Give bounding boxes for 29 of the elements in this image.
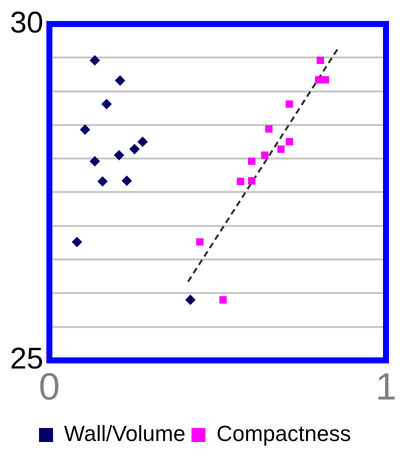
point bbox=[138, 136, 148, 147]
point bbox=[314, 76, 322, 84]
point bbox=[316, 56, 324, 64]
point bbox=[286, 100, 294, 108]
point bbox=[236, 178, 244, 186]
point bbox=[90, 55, 100, 66]
point bbox=[277, 145, 285, 153]
point bbox=[80, 124, 90, 135]
y-tick-label: 30 bbox=[10, 6, 44, 40]
point bbox=[114, 150, 124, 160]
point bbox=[196, 238, 204, 246]
point bbox=[115, 76, 126, 86]
point bbox=[102, 99, 112, 110]
point bbox=[261, 152, 268, 159]
legend-label: Wall/Volume bbox=[64, 421, 186, 446]
point bbox=[185, 294, 196, 305]
point bbox=[322, 76, 330, 84]
point bbox=[130, 144, 140, 154]
point bbox=[248, 158, 256, 165]
point bbox=[98, 176, 108, 186]
point bbox=[248, 177, 256, 184]
legend-label: Compactness bbox=[216, 421, 351, 446]
point bbox=[122, 176, 132, 186]
point bbox=[286, 138, 294, 146]
x-tick-label: 1 bbox=[375, 366, 397, 409]
point bbox=[90, 156, 100, 166]
point bbox=[72, 236, 82, 247]
point bbox=[219, 296, 227, 304]
point bbox=[265, 125, 273, 133]
